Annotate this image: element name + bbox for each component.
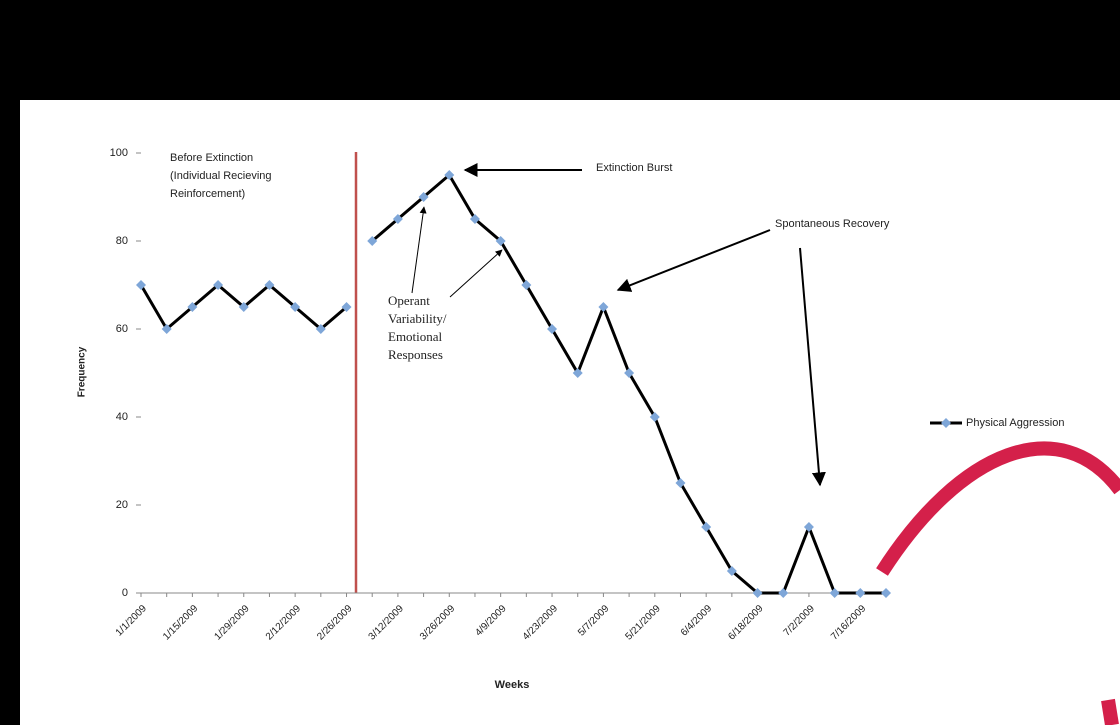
data-point bbox=[855, 588, 866, 598]
data-point bbox=[392, 214, 403, 224]
data-point bbox=[290, 302, 301, 312]
data-point bbox=[367, 236, 378, 246]
data-point bbox=[264, 280, 275, 290]
annotation: Operant bbox=[388, 293, 430, 308]
annotation: Emotional bbox=[388, 329, 443, 344]
y-tick-label: 100 bbox=[110, 147, 128, 159]
y-tick-label: 60 bbox=[116, 323, 128, 335]
legend-marker bbox=[941, 418, 951, 428]
y-tick-label: 40 bbox=[116, 411, 128, 423]
annotation: Spontaneous Recovery bbox=[775, 218, 890, 230]
decoration-arc bbox=[1101, 698, 1119, 725]
data-point bbox=[213, 280, 224, 290]
y-tick-label: 0 bbox=[122, 587, 128, 599]
x-axis-label: Weeks bbox=[495, 679, 530, 691]
arrow bbox=[616, 229, 771, 292]
data-point bbox=[829, 588, 840, 598]
data-point bbox=[649, 412, 660, 422]
chart-background bbox=[20, 100, 1120, 725]
data-point bbox=[187, 302, 198, 312]
arrow bbox=[799, 247, 826, 487]
annotation: Variability/ bbox=[388, 311, 447, 326]
data-point bbox=[624, 368, 635, 378]
data-point bbox=[161, 324, 172, 334]
annotation: Responses bbox=[388, 347, 443, 362]
data-point bbox=[315, 324, 326, 334]
data-point bbox=[444, 170, 455, 180]
data-point bbox=[701, 522, 712, 532]
data-point bbox=[752, 588, 763, 598]
annotation: Reinforcement) bbox=[170, 188, 245, 200]
y-axis-label: Frequency bbox=[77, 346, 88, 397]
data-point bbox=[803, 522, 814, 532]
data-point bbox=[726, 566, 737, 576]
data-point bbox=[675, 478, 686, 488]
data-point bbox=[418, 192, 429, 202]
data-point bbox=[521, 280, 532, 290]
legend-label: Physical Aggression bbox=[966, 417, 1064, 429]
data-point bbox=[495, 236, 506, 246]
y-tick-label: 20 bbox=[116, 499, 128, 511]
data-point bbox=[778, 588, 789, 598]
annotation: Before Extinction bbox=[170, 152, 253, 164]
data-point bbox=[238, 302, 249, 312]
arrow bbox=[449, 249, 503, 298]
data-point bbox=[598, 302, 609, 312]
decoration-arc bbox=[876, 441, 1120, 576]
data-point bbox=[547, 324, 558, 334]
arrow bbox=[411, 206, 427, 294]
data-point bbox=[469, 214, 480, 224]
data-point bbox=[572, 368, 583, 378]
data-point bbox=[881, 588, 891, 598]
y-tick-label: 80 bbox=[116, 235, 128, 247]
annotation: Extinction Burst bbox=[596, 162, 672, 174]
annotation: (Individual Recieving bbox=[170, 170, 272, 182]
data-point bbox=[341, 302, 352, 312]
data-point bbox=[136, 280, 146, 290]
